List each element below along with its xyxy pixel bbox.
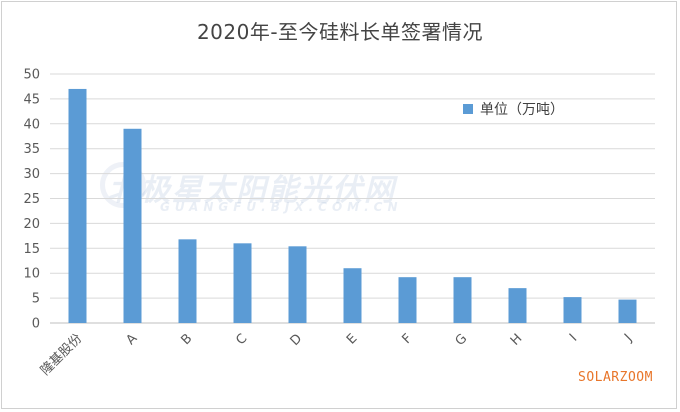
x-tick-label: D [288,331,306,349]
y-tick-label: 40 [23,117,40,132]
x-tick-label: H [508,331,526,349]
watermark-url: GUANGFU.BJX.COM.CN [160,200,403,214]
bar [618,299,637,323]
bar [343,268,362,323]
y-tick-label: 45 [23,92,40,107]
x-tick-label: G [453,331,471,349]
bar [68,88,87,323]
y-tick-label: 10 [23,267,40,282]
bar [453,277,472,323]
x-tick-label: B [178,331,195,348]
y-tick-label: 25 [23,192,40,207]
bar [508,288,527,323]
x-tick-label: I [567,331,580,344]
bar [123,128,142,323]
y-tick-label: 30 [23,167,40,182]
bar [233,243,252,323]
chart-title: 2020年-至今硅料长单签署情况 [196,20,484,44]
watermark-logo-icon [100,162,146,208]
y-tick-label: 35 [23,142,40,157]
bar [398,277,417,323]
bar [288,246,307,323]
brand-watermark: SOLARZOOM [578,370,653,385]
bar [563,297,582,323]
y-tick-label: 5 [32,292,40,307]
y-tick-label: 20 [23,217,40,232]
x-tick-label: F [399,331,415,347]
bar [178,239,197,323]
y-tick-label: 15 [23,242,40,257]
y-tick-label: 0 [32,317,40,332]
x-tick-label: J [621,331,635,345]
y-tick-label: 50 [23,68,40,83]
x-tick-label: C [233,331,250,348]
x-tick-label: A [123,331,140,348]
watermark-text: 北极星太阳能光伏网 [108,173,396,208]
x-tick-label: 隆基股份 [38,331,85,378]
legend-label: 单位（万吨） [480,102,564,118]
x-tick-label: E [344,331,360,347]
legend-swatch [463,104,473,114]
